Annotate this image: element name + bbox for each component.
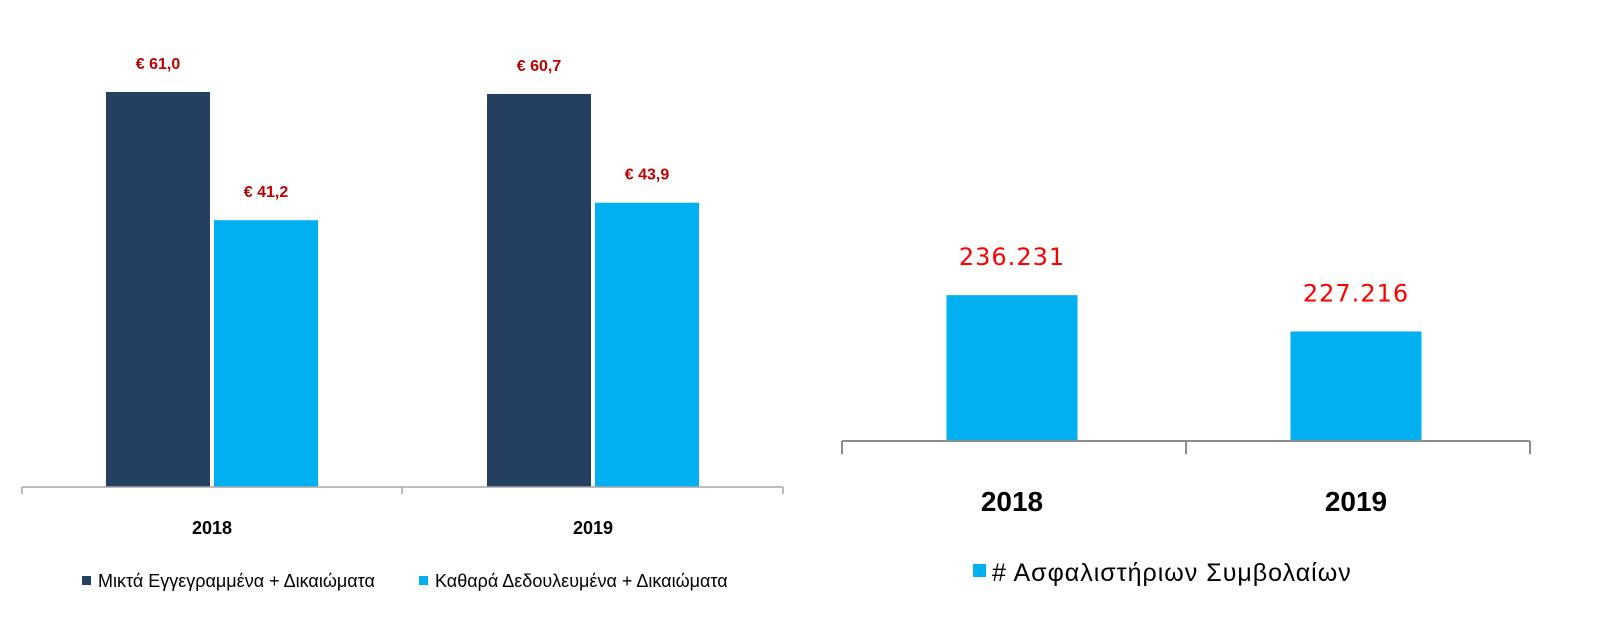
bar — [1290, 331, 1422, 441]
x-tick-label: 2018 — [192, 518, 232, 538]
data-label: 236.231 — [959, 243, 1065, 271]
x-tick-label: 2019 — [1325, 486, 1387, 517]
data-label: € 60,7 — [517, 58, 562, 75]
x-tick-label: 2018 — [981, 486, 1043, 517]
data-label: € 61,0 — [136, 56, 181, 73]
legend-swatch-gross-written — [82, 576, 91, 585]
policies-count-bar-chart: 236.231 227.216 2018 2019 # Ασφαλιστήριων… — [841, 243, 1531, 587]
x-tick-label: 2019 — [573, 518, 613, 538]
bar — [946, 295, 1078, 441]
written-premiums-bar-chart: € 61,0 € 41,2 € 60,7 € 43,9 2018 2019 Μικτά… — [21, 56, 784, 591]
legend-swatch-policies — [973, 564, 986, 577]
data-label: 227.216 — [1303, 279, 1409, 307]
bar — [214, 220, 318, 487]
legend-swatch-net-earned — [419, 576, 428, 585]
legend-label-gross-written: Μικτά Εγγεγραμμένα + Δικαιώματα — [98, 571, 375, 591]
bar — [595, 202, 699, 488]
bar — [106, 92, 210, 487]
legend-label-net-earned: Καθαρά Δεδουλευμένα + Δικαιώματα — [435, 571, 728, 591]
data-label: € 41,2 — [244, 184, 289, 201]
data-label: € 43,9 — [625, 167, 670, 184]
legend-label-policies: # Ασφαλιστήριων Συμβολαίων — [992, 559, 1352, 587]
bar — [487, 93, 591, 487]
